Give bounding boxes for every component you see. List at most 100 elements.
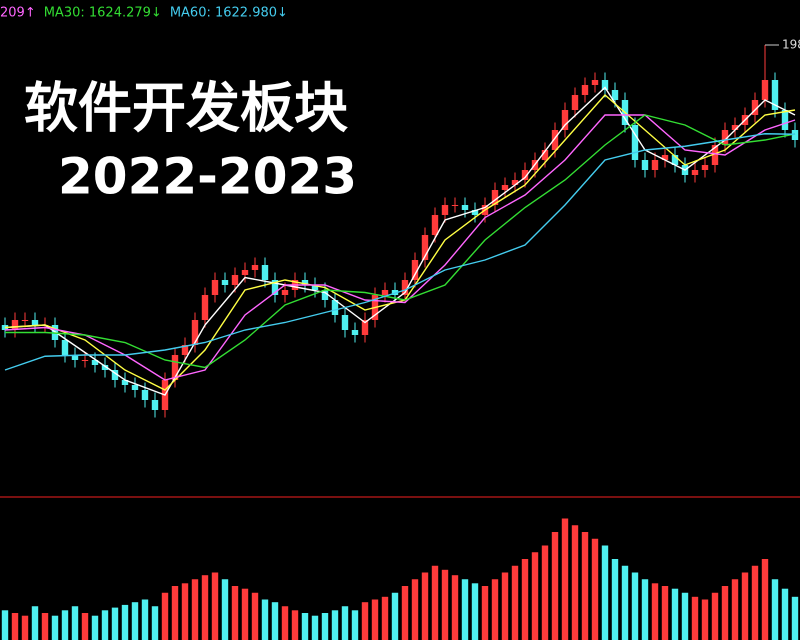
candle-body xyxy=(661,155,669,160)
candle-body xyxy=(631,125,639,160)
candle-body xyxy=(551,130,559,150)
volume-bar xyxy=(91,615,99,640)
volume-bar xyxy=(651,583,659,640)
candle-body xyxy=(11,320,19,330)
candle-body xyxy=(111,370,119,380)
candle-body xyxy=(451,205,459,206)
candle-body xyxy=(381,290,389,295)
ma-line xyxy=(5,114,796,369)
volume-bar xyxy=(261,599,269,640)
candle-body xyxy=(491,190,499,205)
candle-body xyxy=(301,280,309,285)
candle-body xyxy=(771,80,779,110)
volume-bar xyxy=(601,545,609,640)
volume-bar xyxy=(1,610,9,640)
volume-bar xyxy=(161,592,169,640)
candle-body xyxy=(601,80,609,90)
volume-bar xyxy=(381,596,389,640)
volume-bar xyxy=(531,552,539,640)
candle-body xyxy=(431,215,439,235)
volume-bar xyxy=(751,565,759,640)
volume-bar xyxy=(711,592,719,640)
candle-body xyxy=(761,80,769,100)
volume-bar xyxy=(81,613,89,640)
candle-body xyxy=(671,155,679,165)
volume-bar xyxy=(371,599,379,640)
candle-body xyxy=(81,360,89,361)
volume-bar xyxy=(611,559,619,640)
candle-body xyxy=(411,260,419,280)
candle-body xyxy=(691,170,699,175)
volume-bar xyxy=(571,525,579,640)
candle-body xyxy=(501,185,509,190)
volume-bar xyxy=(301,613,309,640)
candle-body xyxy=(751,100,759,115)
candle-body xyxy=(261,265,269,280)
candle-body xyxy=(441,205,449,215)
candle-body xyxy=(581,85,589,95)
volume-bar xyxy=(561,518,569,640)
candle-body xyxy=(461,205,469,210)
candle-body xyxy=(611,90,619,100)
candle-body xyxy=(21,320,29,321)
volume-bar xyxy=(111,607,119,640)
candle-body xyxy=(651,160,659,170)
candle-body xyxy=(311,285,319,290)
volume-bar xyxy=(291,610,299,640)
volume-bar xyxy=(121,604,129,640)
volume-bar xyxy=(521,559,529,640)
candle-body xyxy=(701,165,709,170)
candle-body xyxy=(541,150,549,160)
ma-lines xyxy=(4,86,796,396)
candle-body xyxy=(641,160,649,170)
volume-bar xyxy=(251,592,259,640)
volume-bar xyxy=(131,602,139,640)
candle-body xyxy=(251,265,259,270)
candle-body xyxy=(561,110,569,130)
candle-body xyxy=(121,380,129,385)
volume-bar xyxy=(231,586,239,640)
candle-body xyxy=(401,280,409,295)
volume-bar xyxy=(641,579,649,640)
volume-bar xyxy=(661,586,669,640)
volume-bar xyxy=(411,579,419,640)
candle-body xyxy=(511,180,519,185)
candle-body xyxy=(341,315,349,330)
candle-body xyxy=(71,355,79,360)
volume-bar xyxy=(11,613,19,640)
candle-body xyxy=(101,365,109,370)
candle-body xyxy=(141,390,149,400)
candle-body xyxy=(321,290,329,300)
candle-body xyxy=(571,95,579,110)
volume-bar xyxy=(481,586,489,640)
volume-bar xyxy=(101,610,109,640)
ma-line xyxy=(4,133,796,371)
volume-bar xyxy=(491,579,499,640)
volume-bar xyxy=(451,575,459,640)
volume-bar xyxy=(281,606,289,640)
candle-body xyxy=(231,275,239,285)
candle-body xyxy=(31,320,39,325)
ma-legend: 209↑ xyxy=(0,6,36,21)
volume-bar xyxy=(391,592,399,640)
candle-body xyxy=(731,125,739,130)
candle-body xyxy=(421,235,429,260)
ma-legend: MA30: 1624.279↓ xyxy=(44,6,162,21)
volume-bar xyxy=(691,596,699,640)
volume-bar xyxy=(361,602,369,640)
volume-bar xyxy=(591,538,599,640)
volume-bar xyxy=(681,592,689,640)
volume-bar xyxy=(421,572,429,640)
volume-bar xyxy=(51,615,59,640)
volume-bar xyxy=(631,572,639,640)
candle-body xyxy=(791,130,799,140)
volume-bar xyxy=(191,579,199,640)
ma-line xyxy=(4,114,796,381)
volume-bar xyxy=(721,586,729,640)
candle-body xyxy=(711,145,719,165)
volume-bar xyxy=(271,602,279,640)
volume-bar xyxy=(21,615,29,640)
candle-body xyxy=(131,385,139,390)
